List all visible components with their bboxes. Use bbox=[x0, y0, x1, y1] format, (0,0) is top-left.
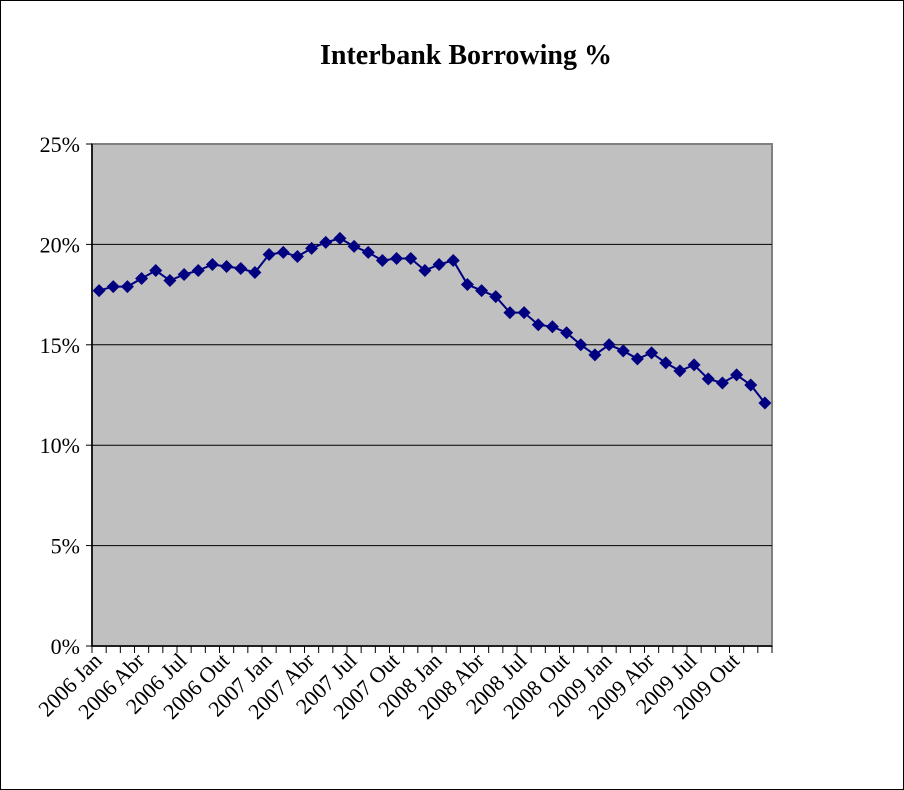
data-point bbox=[106, 280, 120, 294]
data-point bbox=[560, 326, 574, 340]
data-point bbox=[715, 376, 729, 390]
data-point bbox=[390, 251, 404, 265]
data-point bbox=[361, 245, 375, 259]
data-point bbox=[404, 251, 418, 265]
y-tick-label: 5% bbox=[51, 534, 80, 559]
data-point bbox=[531, 318, 545, 332]
data-point bbox=[135, 272, 149, 286]
data-point bbox=[333, 231, 347, 245]
data-point bbox=[432, 257, 446, 271]
data-point bbox=[248, 266, 262, 280]
data-point bbox=[659, 356, 673, 370]
data-point bbox=[616, 344, 630, 358]
y-tick-label: 25% bbox=[40, 132, 80, 157]
data-point bbox=[92, 284, 106, 298]
data-point bbox=[645, 346, 659, 360]
y-tick-label: 0% bbox=[51, 634, 80, 659]
data-point bbox=[574, 338, 588, 352]
data-point bbox=[489, 290, 503, 304]
data-point bbox=[290, 249, 304, 263]
data-point bbox=[191, 264, 205, 278]
y-tick-labels: 0% 5% 10% 15% 20% 25% bbox=[40, 132, 80, 659]
data-point bbox=[163, 274, 177, 288]
data-point bbox=[588, 348, 602, 362]
data-point bbox=[602, 338, 616, 352]
grid-lines bbox=[92, 243, 772, 547]
data-point bbox=[347, 239, 361, 253]
data-point bbox=[262, 247, 276, 261]
data-point bbox=[220, 259, 234, 273]
data-point bbox=[375, 253, 389, 267]
data-point bbox=[149, 264, 163, 278]
y-tick-label: 10% bbox=[40, 433, 80, 458]
y-tick-label: 15% bbox=[40, 333, 80, 358]
data-point bbox=[545, 320, 559, 334]
data-point bbox=[460, 278, 474, 292]
data-point bbox=[630, 352, 644, 366]
plot-area bbox=[91, 143, 773, 647]
data-point bbox=[758, 396, 772, 410]
data-point bbox=[673, 364, 687, 378]
y-tick-label: 20% bbox=[40, 232, 80, 257]
data-point bbox=[319, 235, 333, 249]
data-point bbox=[475, 284, 489, 298]
data-point bbox=[517, 306, 531, 320]
data-point bbox=[687, 358, 701, 372]
data-point bbox=[305, 241, 319, 255]
axes bbox=[86, 143, 773, 653]
data-point bbox=[418, 264, 432, 278]
data-point bbox=[701, 372, 715, 386]
data-point bbox=[177, 268, 191, 282]
data-point bbox=[446, 253, 460, 267]
data-point bbox=[744, 378, 758, 392]
data-point bbox=[276, 245, 290, 259]
series-group bbox=[92, 231, 772, 410]
data-point bbox=[120, 280, 134, 294]
chart-title: Interbank Borrowing % bbox=[320, 40, 612, 71]
data-point bbox=[205, 257, 219, 271]
data-point bbox=[503, 306, 517, 320]
data-point bbox=[730, 368, 744, 382]
data-point bbox=[234, 261, 248, 275]
